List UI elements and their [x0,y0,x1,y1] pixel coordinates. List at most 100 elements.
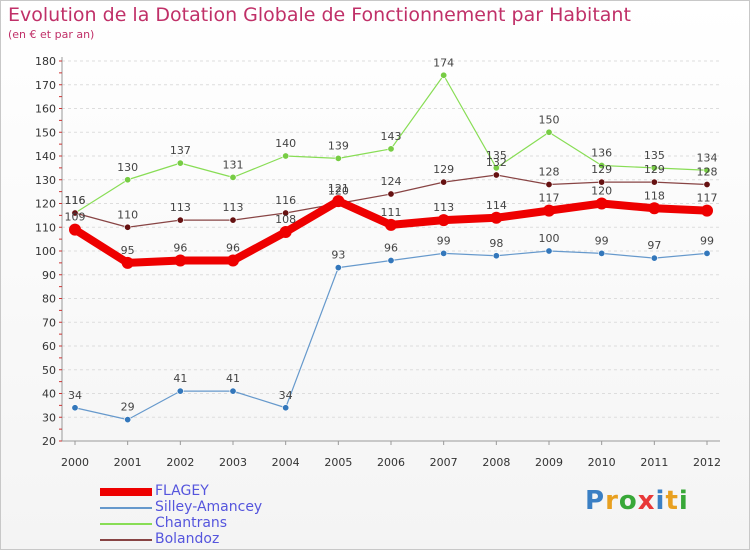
logo-letter: r [605,486,619,516]
y-tick-label: 100 [35,245,56,258]
data-point-flagey [69,223,81,236]
data-label-flagey: 118 [644,189,665,202]
legend-label: FLAGEY [155,483,209,499]
data-point-bolandoz [229,216,237,224]
data-point-chantrans [387,145,395,153]
logo-letter: i [678,486,689,516]
line-chart: 20 30 40 50 60 70 80 90 100 110 120 130 140 150 160 170… [35,55,721,469]
y-tick-label: 130 [35,174,56,187]
data-label-bolandoz: 128 [697,166,718,179]
x-tick-label: 2010 [588,456,616,469]
logo-letter: P [585,486,606,516]
data-point-silley-amancey [334,264,342,272]
legend-swatch [100,539,152,541]
data-point-chantrans [176,159,184,167]
y-tick-label: 170 [35,79,56,92]
x-tick-label: 2004 [272,456,300,469]
data-label-flagey: 121 [328,182,349,195]
data-point-chantrans [440,71,448,79]
data-point-bolandoz [387,190,395,198]
data-point-bolandoz [71,209,79,217]
data-point-bolandoz [492,171,500,179]
data-label-flagey: 114 [486,199,507,212]
data-point-silley-amancey [282,404,290,412]
axes [59,57,720,445]
y-tick-label: 180 [35,55,56,68]
y-tick-label: 20 [42,435,56,448]
data-label-silley-amancey: 41 [173,372,187,385]
data-point-flagey [543,204,555,217]
x-tick-label: 2003 [219,456,247,469]
data-point-flagey [385,218,397,231]
y-tick-label: 50 [42,364,56,377]
proxiti-logo: Proxiti [585,486,689,516]
data-label-chantrans: 137 [170,144,191,157]
data-label-bolandoz: 113 [223,201,244,214]
y-tick-label: 120 [35,198,56,211]
chart-subtitle: (en € et par an) [8,28,95,41]
data-label-silley-amancey: 34 [68,389,82,402]
data-label-chantrans: 139 [328,139,349,152]
data-labels: 116 130 137 131 140 139 143 174 135 150 136 135 134 1… [65,56,718,413]
data-label-silley-amancey: 100 [539,232,560,245]
x-tick-label: 2011 [640,456,668,469]
data-point-silley-amancey [650,254,658,262]
data-label-chantrans: 135 [644,149,665,162]
data-label-flagey: 96 [173,242,187,255]
data-label-chantrans: 143 [381,130,402,143]
data-label-bolandoz: 110 [117,208,138,221]
data-point-bolandoz [440,178,448,186]
data-point-silley-amancey [440,249,448,257]
data-label-silley-amancey: 99 [595,234,609,247]
data-label-bolandoz: 128 [539,166,560,179]
data-point-silley-amancey [545,247,553,255]
data-point-chantrans [229,173,237,181]
data-point-bolandoz [282,209,290,217]
data-label-bolandoz: 116 [65,194,86,207]
x-tick-label: 2002 [166,456,194,469]
y-tick-label: 30 [42,411,56,424]
data-point-chantrans [703,166,711,174]
data-label-silley-amancey: 29 [121,401,135,414]
data-point-flagey [227,254,239,267]
data-label-flagey: 95 [121,244,135,257]
y-tick-label: 150 [35,126,56,139]
y-tick-label: 140 [35,150,56,163]
data-point-flagey [595,197,608,210]
legend-swatch [100,507,152,509]
x-tick-label: 2007 [430,456,458,469]
data-point-chantrans [282,152,290,160]
y-tick-label: 160 [35,103,56,116]
data-label-chantrans: 130 [117,161,138,174]
y-tick-label: 80 [42,293,56,306]
x-tick-labels: 2000 2001 2002 2003 2004 2005 2006 2007 2008 2009… [61,456,721,469]
data-point-chantrans [650,164,658,172]
chart-title: Evolution de la Dotation Globale de Fonc… [8,4,631,26]
y-tick-label: 70 [42,316,56,329]
data-point-silley-amancey [387,256,395,264]
data-label-silley-amancey: 99 [437,234,451,247]
legend-swatch [100,523,152,525]
data-label-silley-amancey: 96 [384,242,398,255]
data-label-flagey: 109 [65,211,86,224]
logo-letter: x [637,486,656,516]
data-label-bolandoz: 129 [433,163,454,176]
logo-letter: i [655,486,666,516]
data-point-silley-amancey [176,387,184,395]
data-label-bolandoz: 132 [486,156,507,169]
data-point-bolandoz [545,181,553,189]
data-point-flagey [279,226,292,238]
data-label-chantrans: 135 [486,149,507,162]
data-point-silley-amancey [703,249,711,257]
data-label-silley-amancey: 97 [647,239,661,252]
data-label-bolandoz: 129 [644,163,665,176]
data-point-bolandoz [598,178,606,186]
data-point-chantrans [334,154,342,162]
data-point-flagey [121,256,134,269]
logo-letter: o [618,486,638,516]
data-point-bolandoz [650,178,658,186]
data-label-silley-amancey: 99 [700,234,714,247]
series-group [69,71,713,424]
legend-label: Bolandoz [155,531,220,547]
data-label-silley-amancey: 41 [226,372,240,385]
